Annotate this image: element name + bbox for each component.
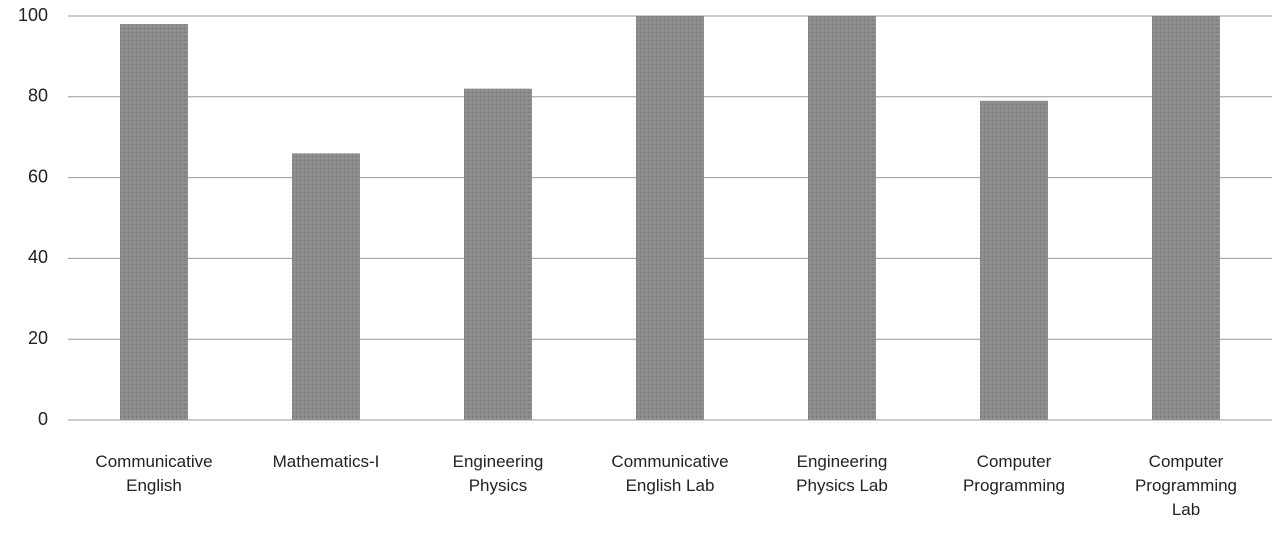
x-tick-label: Mathematics-I <box>272 452 380 471</box>
y-tick-label: 80 <box>28 86 48 106</box>
bar <box>292 153 360 421</box>
y-tick-label: 60 <box>28 166 48 186</box>
y-tick-label: 40 <box>28 247 48 267</box>
y-tick-label: 100 <box>18 5 48 25</box>
x-tick-label: Engineering Physics <box>452 452 544 495</box>
bar <box>464 88 532 420</box>
x-tick-label: Computer Programming Lab <box>1134 452 1238 519</box>
y-tick-label: 20 <box>28 328 48 348</box>
x-tick-label: Communicative English Lab <box>611 452 729 495</box>
x-tick-label: Communicative English <box>95 452 213 495</box>
bar <box>120 24 188 421</box>
y-tick-label: 0 <box>38 409 48 429</box>
bar <box>636 16 704 420</box>
bar <box>808 16 876 420</box>
bar <box>1152 16 1220 420</box>
x-tick-label: Engineering Physics Lab <box>796 452 888 495</box>
x-tick-label: Computer Programming <box>962 452 1066 495</box>
bar <box>980 100 1048 420</box>
